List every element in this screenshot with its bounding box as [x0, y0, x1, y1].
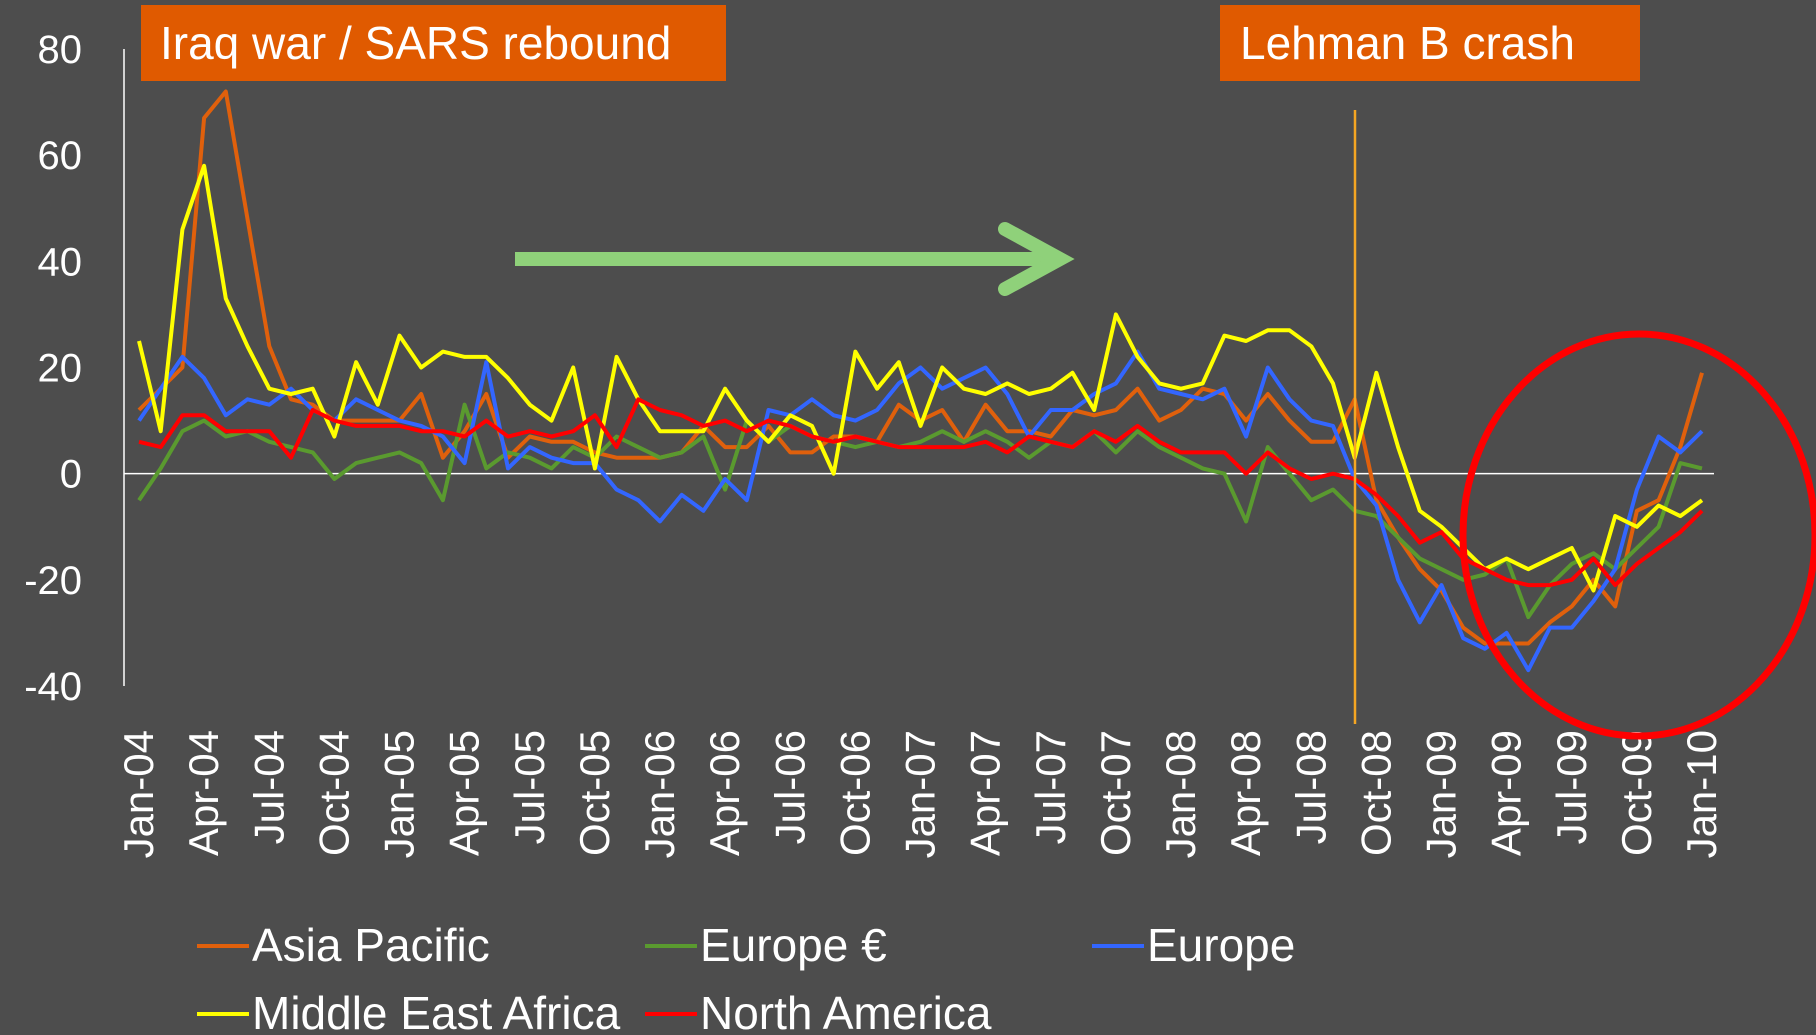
x-tick-label: Jan-09 — [1418, 730, 1465, 858]
y-tick-label: 0 — [60, 453, 82, 497]
legend-label: Europe € — [700, 919, 887, 971]
x-tick-label: Oct-09 — [1613, 730, 1660, 856]
y-tick-label: 60 — [38, 134, 83, 178]
legend-label: Europe — [1147, 919, 1295, 971]
annotation: Lehman B crash — [1240, 17, 1575, 69]
x-tick-label: Oct-07 — [1092, 730, 1139, 856]
y-tick-label: -40 — [24, 665, 82, 709]
x-tick-label: Oct-04 — [310, 730, 357, 856]
y-tick-label: -20 — [24, 559, 82, 603]
annotation: Iraq war / SARS rebound — [160, 17, 671, 69]
x-tick-label: Jul-07 — [1027, 730, 1074, 844]
x-tick-label: Jan-08 — [1157, 730, 1204, 858]
x-tick-label: Jul-04 — [245, 730, 292, 844]
x-tick-label: Jul-05 — [506, 730, 553, 844]
y-tick-label: 20 — [38, 347, 83, 391]
x-tick-label: Apr-06 — [701, 730, 748, 856]
x-tick-label: Apr-05 — [441, 730, 488, 856]
annotation-box — [141, 5, 726, 81]
x-tick-label: Jan-06 — [636, 730, 683, 858]
x-tick-label: Apr-04 — [180, 730, 227, 856]
annotation-box — [1220, 5, 1640, 81]
x-tick-label: Jul-09 — [1548, 730, 1595, 844]
series-line — [137, 402, 1703, 619]
x-tick-label: Jul-06 — [766, 730, 813, 844]
x-tick-label: Jan-04 — [115, 730, 162, 858]
legend-label: North America — [700, 987, 992, 1035]
y-tick-label: 40 — [38, 240, 83, 284]
x-tick-label: Oct-06 — [831, 730, 878, 856]
legend-label: Asia Pacific — [252, 919, 490, 971]
series-line — [138, 397, 1704, 588]
x-tick-label: Apr-07 — [962, 730, 1009, 856]
x-tick-label: Jul-08 — [1287, 730, 1334, 844]
x-tick-label: Jan-10 — [1678, 730, 1725, 858]
legend-label: Middle East Africa — [252, 987, 621, 1035]
x-tick-label: Apr-08 — [1222, 730, 1269, 856]
x-tick-label: Apr-09 — [1483, 730, 1530, 856]
x-tick-label: Jan-07 — [897, 730, 944, 858]
x-tick-label: Oct-05 — [571, 730, 618, 856]
highlight-circle — [1459, 330, 1816, 740]
x-tick-label: Oct-08 — [1352, 730, 1399, 856]
trend-arrow — [515, 222, 1075, 296]
series-line — [137, 163, 1704, 593]
y-tick-label: 80 — [38, 28, 83, 72]
series-line — [137, 349, 1704, 673]
x-tick-label: Jan-05 — [376, 730, 423, 858]
